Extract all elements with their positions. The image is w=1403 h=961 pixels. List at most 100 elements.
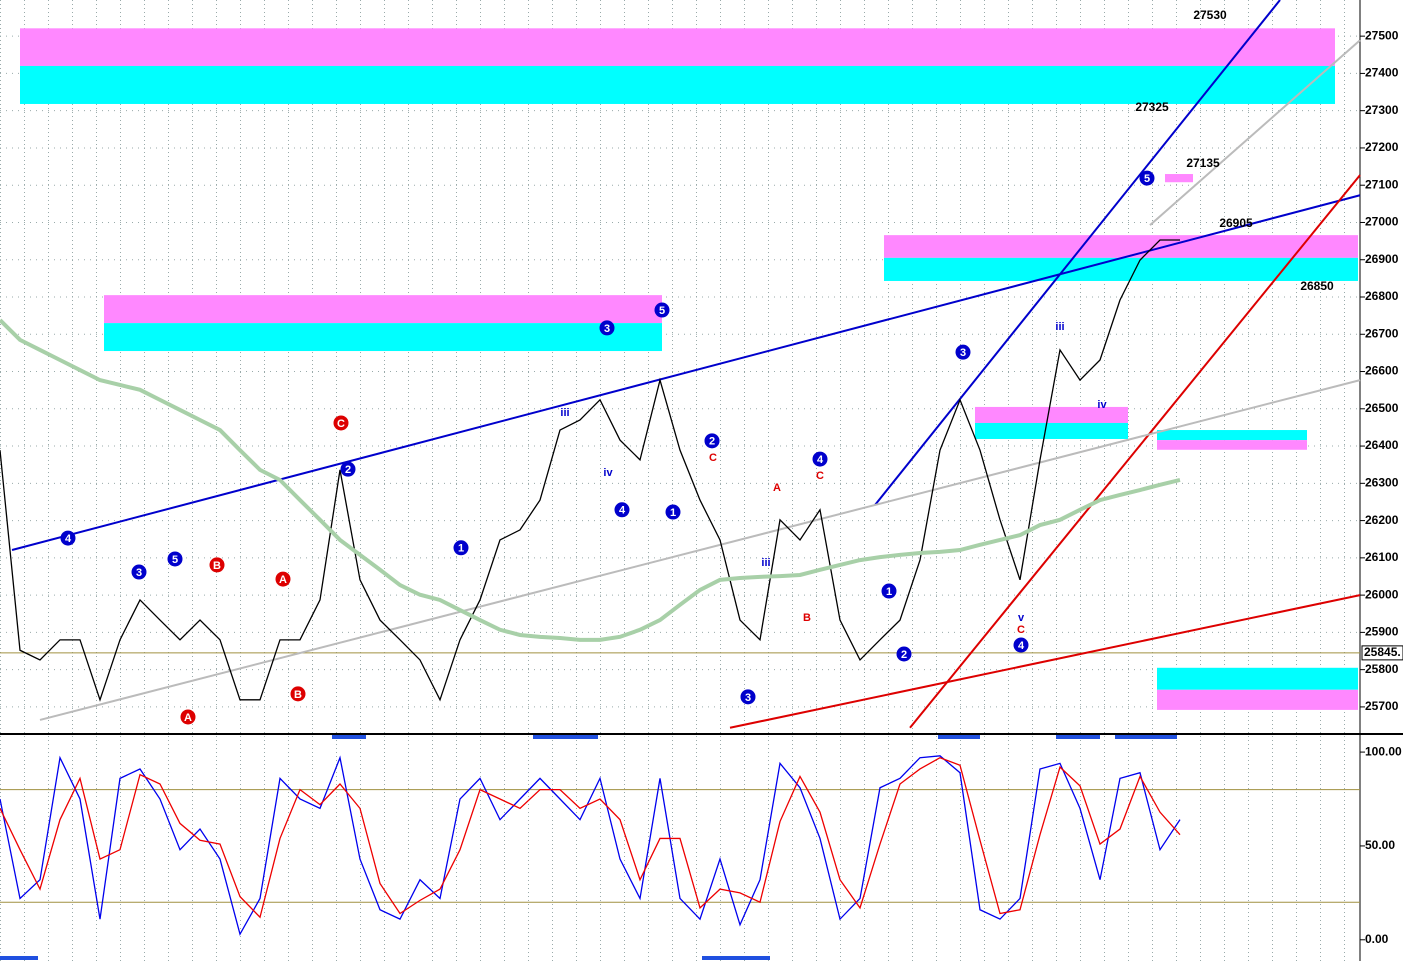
- y-tick-label: 27300: [1365, 103, 1399, 117]
- y-tick-label: 26200: [1365, 513, 1399, 527]
- y-tick-label: 26700: [1365, 326, 1399, 340]
- wave-label: 3: [960, 347, 966, 359]
- wave-label: 5: [1144, 173, 1150, 185]
- wave-marker: [275, 571, 291, 587]
- wave-label: A: [773, 482, 781, 494]
- grid-dots: [0, 0, 1360, 961]
- wave-label: 3: [745, 692, 751, 704]
- highlight-strip: [702, 956, 770, 960]
- wave-label: iv: [1097, 399, 1107, 411]
- trend-line: [1149, 39, 1361, 226]
- highlight-strip: [1115, 735, 1177, 739]
- y-tick-label: 26800: [1365, 289, 1399, 303]
- zone-band: [1157, 667, 1358, 690]
- wave-label: iii: [761, 557, 770, 569]
- wave-marker: [740, 689, 756, 705]
- wave-label: C: [337, 418, 345, 430]
- wave-label: iii: [560, 407, 569, 419]
- y-tick-label: 50.00: [1365, 838, 1395, 852]
- highlight-strip: [1056, 735, 1100, 739]
- wave-marker: [1139, 170, 1155, 186]
- zone-band: [884, 235, 1358, 258]
- wave-label: A: [279, 574, 287, 586]
- series-line: [0, 318, 1181, 642]
- wave-marker: [881, 583, 897, 599]
- zone-band: [1157, 689, 1358, 710]
- wave-marker: [599, 320, 615, 336]
- y-tick-label: 26000: [1365, 587, 1399, 601]
- trend-line: [11, 194, 1361, 551]
- highlight-strip: [938, 735, 980, 739]
- y-tick-label: 25800: [1365, 662, 1399, 676]
- zone-band: [104, 295, 662, 324]
- wave-marker: [654, 302, 670, 318]
- y-tick-label: 27200: [1365, 140, 1399, 154]
- series-line: [0, 756, 1181, 919]
- wave-label: 2: [345, 464, 351, 476]
- wave-label: B: [213, 560, 221, 572]
- wave-label: 1: [670, 507, 676, 519]
- wave-marker: [290, 686, 306, 702]
- wave-label: 4: [65, 533, 72, 545]
- y-tick-label: 27100: [1365, 177, 1399, 191]
- wave-label: 2: [709, 436, 715, 448]
- wave-label: v: [1018, 612, 1025, 624]
- y-tick-label: 100.00: [1365, 744, 1402, 758]
- y-tick-label: 25700: [1365, 699, 1399, 713]
- wave-label: iii: [1055, 321, 1064, 333]
- zone-band: [1157, 430, 1307, 441]
- wave-marker: [1013, 637, 1029, 653]
- y-tick-label: 0.00: [1365, 932, 1389, 946]
- wave-label: C: [1017, 624, 1025, 636]
- wave-label: 1: [886, 586, 892, 598]
- series-line: [0, 239, 1180, 702]
- wave-label: C: [709, 452, 717, 464]
- trend-line: [729, 594, 1361, 729]
- zone-band: [975, 422, 1128, 439]
- y-tick-label: 26100: [1365, 550, 1399, 564]
- wave-label: 4: [1018, 640, 1025, 652]
- wave-label: 4: [619, 505, 626, 517]
- price-annotation: 27135: [1186, 156, 1220, 170]
- zone-band: [104, 323, 662, 352]
- highlight-strip: [533, 735, 598, 739]
- y-tick-label: 27500: [1365, 28, 1399, 42]
- zone-band: [1165, 174, 1193, 183]
- price-annotation: 27530: [1193, 8, 1227, 22]
- zone-band: [975, 406, 1128, 423]
- y-tick-label: 26400: [1365, 438, 1399, 452]
- wave-label: B: [803, 612, 811, 624]
- wave-marker: [453, 540, 469, 556]
- wave-marker: [333, 415, 349, 431]
- price-annotation: 26905: [1219, 216, 1253, 230]
- price-annotation: 27325: [1135, 100, 1169, 114]
- y-tick-label: 26300: [1365, 475, 1399, 489]
- trend-line: [874, 0, 1281, 506]
- y-tick-label: 26600: [1365, 364, 1399, 378]
- wave-marker: [812, 451, 828, 467]
- wave-label: 5: [659, 305, 665, 317]
- wave-marker: [209, 557, 225, 573]
- zone-band: [20, 28, 1335, 66]
- wave-label: B: [294, 689, 302, 701]
- series-line: [0, 755, 1181, 936]
- wave-marker: [180, 709, 196, 725]
- wave-label: C: [816, 470, 824, 482]
- wave-marker: [955, 344, 971, 360]
- price-annotation: 26850: [1300, 279, 1334, 293]
- y-tick-label: 25900: [1365, 625, 1399, 639]
- highlight-strip: [0, 956, 38, 960]
- level-tag: [1361, 645, 1403, 661]
- zone-band: [884, 257, 1358, 281]
- wave-marker: [340, 461, 356, 477]
- zone-band: [1157, 440, 1307, 450]
- wave-label: 4: [817, 454, 824, 466]
- wave-marker: [665, 504, 681, 520]
- zone-band: [20, 65, 1335, 104]
- wave-label: A: [184, 712, 192, 724]
- wave-label: iv: [603, 467, 613, 479]
- wave-marker: [614, 502, 630, 518]
- wave-marker: [131, 564, 147, 580]
- wave-marker: [60, 530, 76, 546]
